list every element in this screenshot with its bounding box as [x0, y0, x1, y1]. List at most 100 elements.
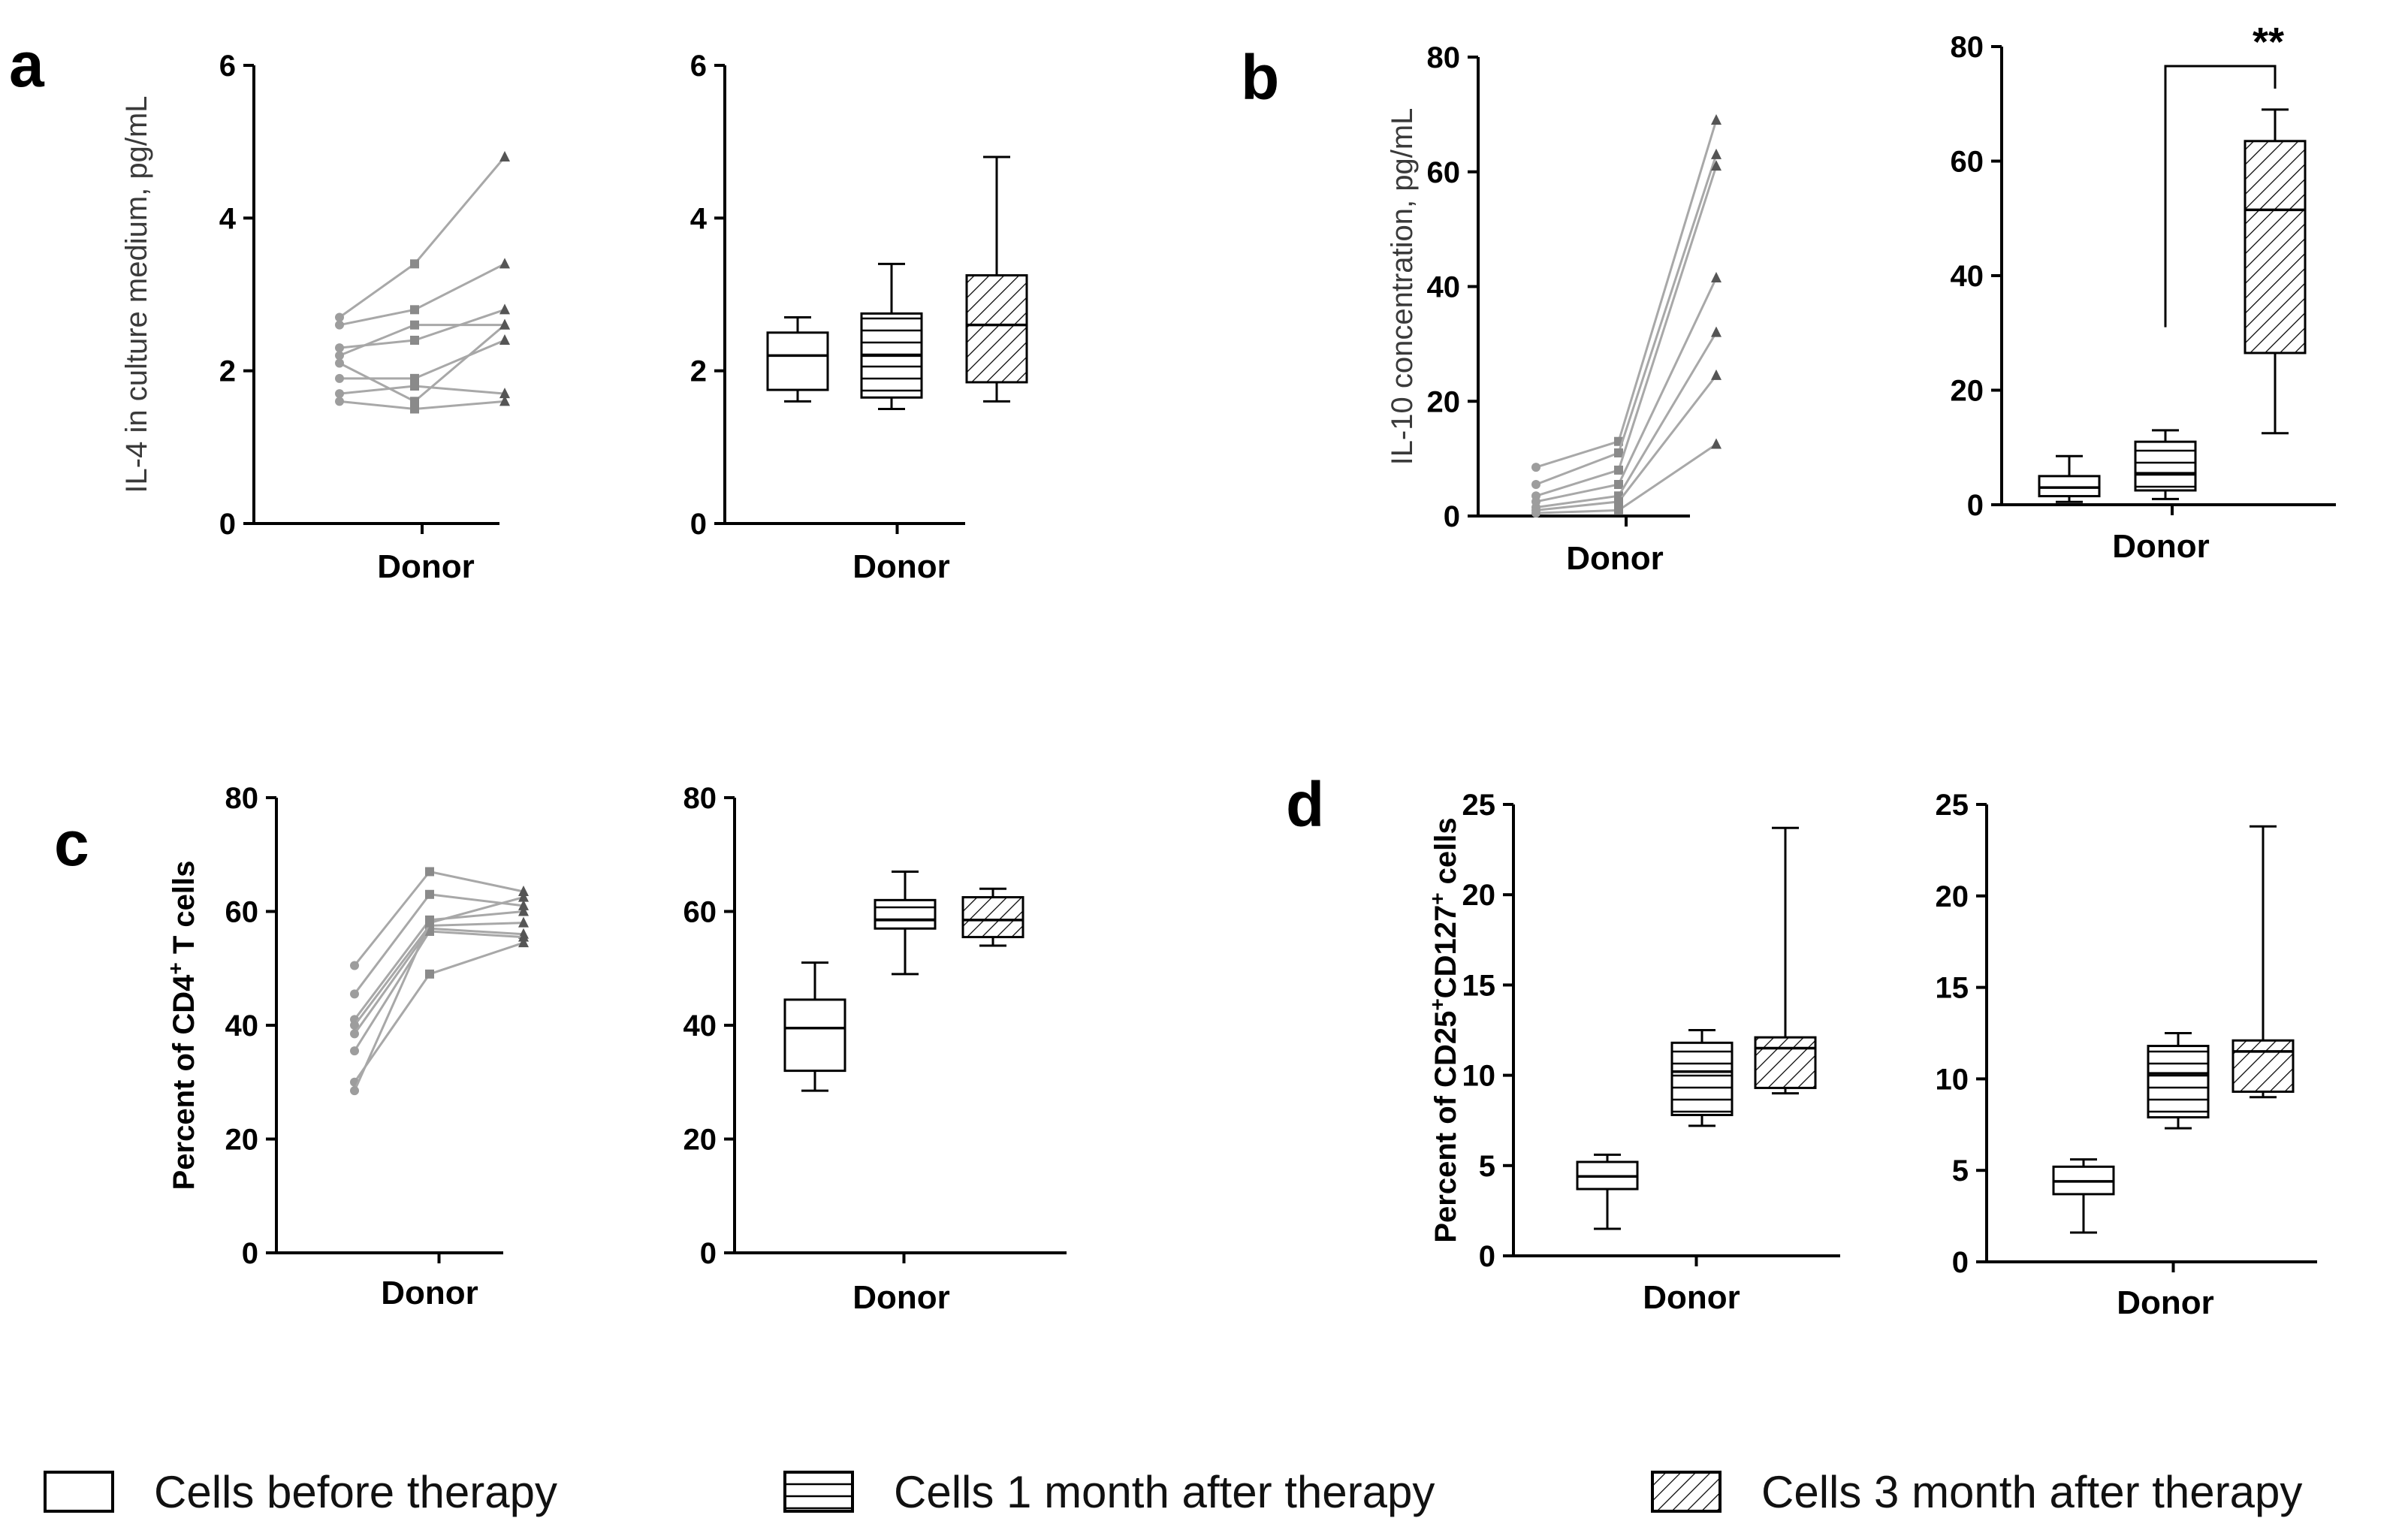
legend-item-before: Cells before therapy: [44, 1467, 557, 1517]
donor-line-2: [353, 893, 524, 995]
box-month3: [2244, 108, 2307, 435]
y-tick-label: 0: [1479, 1240, 1495, 1273]
box-month1: [2134, 429, 2197, 500]
y-tick-label: 60: [1427, 156, 1461, 189]
donor-line-8: [339, 324, 505, 403]
point-month1: [1614, 465, 1623, 475]
chart-b-paired-2: 0 20 40 60 80 Donor IL-10 concentration, pg/mL: [1386, 41, 1722, 577]
y-axis-label: IL-4 in culture medium, pg/mL: [120, 95, 153, 493]
y-tick-label: 5: [1479, 1150, 1495, 1183]
y-tick-label: 80: [1427, 41, 1461, 74]
box-month3: [961, 887, 1024, 947]
y-tick-label: 6: [219, 50, 236, 83]
y-tick-label: 4: [219, 202, 237, 235]
chart-c-box-5: 0 20 40 60 80 Donor: [683, 782, 1067, 1316]
y-tick-label: 0: [700, 1237, 717, 1270]
point-before: [335, 351, 344, 361]
y-axis-label: Percent of CD25+CD127+ cells: [1426, 817, 1463, 1242]
point-before: [335, 343, 344, 353]
point-month1: [410, 320, 419, 330]
point-month3: [499, 318, 510, 330]
box-iqr: [2231, 1039, 2295, 1093]
y-tick-label: 20: [1427, 385, 1461, 418]
y-tick-label: 10: [1936, 1063, 1969, 1096]
box-before: [2052, 1158, 2115, 1234]
point-month1: [410, 382, 419, 391]
point-month1: [425, 969, 434, 979]
point-month1: [410, 259, 419, 269]
point-month1: [1614, 479, 1623, 489]
point-month3: [518, 905, 529, 916]
panel-label-b: b: [1241, 42, 1279, 113]
y-tick-label: 20: [225, 1124, 259, 1157]
point-before: [335, 312, 344, 322]
point-before: [1531, 463, 1540, 472]
point-before: [335, 397, 344, 406]
box-before: [2038, 454, 2101, 503]
x-axis-label: Donor: [377, 548, 475, 585]
y-tick-label: 2: [219, 355, 236, 388]
point-month1: [425, 889, 434, 899]
y-tick-label: 25: [1936, 789, 1969, 822]
box-month3: [1754, 826, 1817, 1095]
y-tick-label: 6: [690, 50, 707, 83]
box-iqr: [766, 331, 829, 391]
box-iqr: [2038, 475, 2101, 498]
point-month3: [518, 899, 529, 910]
box-iqr: [1670, 1041, 1734, 1116]
y-tick-label: 20: [1936, 880, 1969, 913]
y-tick-label: 5: [1952, 1154, 1969, 1187]
y-tick-label: 15: [1462, 969, 1496, 1002]
y-label-sup: +: [1426, 892, 1449, 904]
y-label-sup: +: [1426, 998, 1449, 1010]
y-axis-label: IL-10 concentration, pg/mL: [1386, 108, 1419, 466]
legend-swatch-before: [44, 1471, 114, 1513]
box-before: [1576, 1153, 1639, 1230]
y-label-part: T cells: [167, 861, 201, 963]
y-label-part: cells: [1429, 817, 1462, 892]
point-month1: [410, 404, 419, 414]
point-month1: [425, 867, 434, 877]
point-month3: [518, 885, 529, 896]
x-axis-label: Donor: [1643, 1279, 1740, 1316]
point-month3: [518, 916, 529, 928]
point-before: [350, 961, 359, 970]
point-month3: [499, 151, 510, 161]
x-axis-label: Donor: [852, 1279, 950, 1316]
y-label-sup: +: [164, 962, 187, 974]
y-tick-label: 80: [225, 782, 259, 815]
legend-label-month1: Cells 1 month after therapy: [894, 1467, 1435, 1517]
point-month3: [1711, 272, 1722, 283]
point-before: [350, 1029, 359, 1039]
y-tick-label: 20: [1951, 375, 1984, 408]
x-axis-label: Donor: [2112, 528, 2210, 565]
point-month3: [499, 388, 510, 399]
point-month3: [499, 334, 510, 345]
y-tick-label: 20: [683, 1124, 717, 1157]
y-label-part: Percent of CD25: [1429, 1011, 1462, 1243]
point-month3: [1711, 326, 1722, 337]
point-month3: [1711, 369, 1722, 380]
legend: Cells before therapy Cells 1 month after…: [44, 1467, 2302, 1517]
chart-a-paired-0: 0 2 4 6 Donor IL-4 in culture medium, pg/mL: [120, 50, 510, 585]
point-before: [335, 358, 344, 368]
point-before: [350, 1046, 359, 1056]
point-month3: [1711, 148, 1722, 159]
x-axis-label: Donor: [852, 548, 950, 585]
panel-label-a: a: [9, 29, 45, 100]
box-before: [766, 316, 829, 403]
point-before: [335, 320, 344, 330]
box-iqr: [2244, 140, 2307, 355]
plots-layer: 0 2 4 6 Donor IL-4 in culture medium, pg/mL 0 2…: [120, 20, 2336, 1321]
point-month3: [499, 395, 510, 406]
y-tick-label: 60: [683, 896, 717, 929]
chart-a-box-1: 0 2 4 6 Donor: [690, 50, 1028, 585]
box-iqr: [2147, 1045, 2210, 1119]
donor-line-2: [1535, 154, 1718, 486]
point-month3: [499, 258, 510, 269]
point-before: [1531, 508, 1540, 518]
box-iqr: [961, 896, 1024, 939]
donor-line-5: [353, 927, 524, 1035]
point-month1: [425, 918, 434, 928]
